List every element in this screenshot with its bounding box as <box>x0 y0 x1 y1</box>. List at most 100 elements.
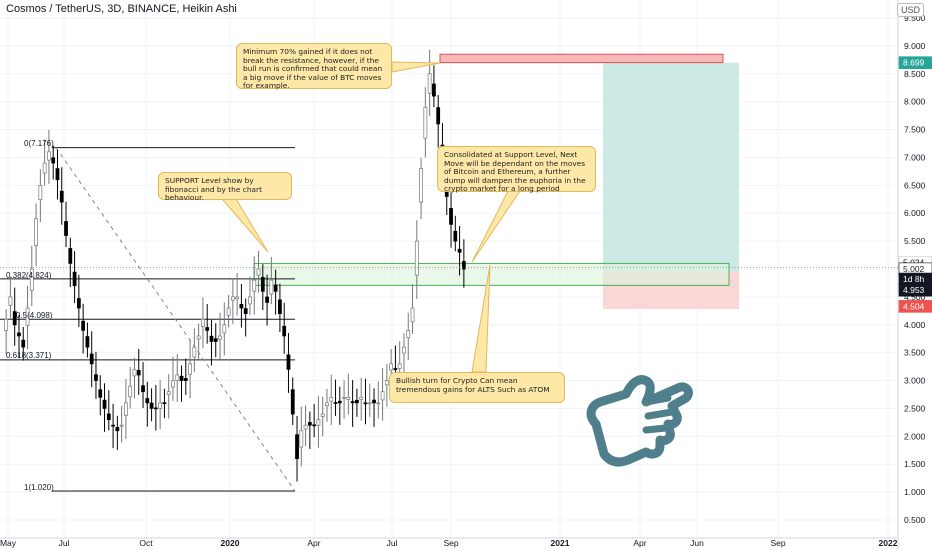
currency-button[interactable]: USD <box>896 3 924 17</box>
candle-bear <box>363 402 368 405</box>
candle-bull <box>158 402 163 409</box>
resistance-note[interactable]: Minimum 70% gained if it does not break … <box>236 43 392 90</box>
x-tick-label: May <box>0 538 17 548</box>
candle-bull <box>256 268 261 276</box>
last-price-tag-text: 5.002 <box>903 264 925 274</box>
candle-bear <box>457 248 462 253</box>
candle-bear <box>432 83 436 97</box>
candle-bear <box>162 402 167 405</box>
y-tick-label: 4.500 <box>904 292 926 302</box>
fib-label-0: 0(7.176) <box>24 139 54 148</box>
target-price-tag-bg <box>898 56 932 69</box>
y-tick-label: 4.000 <box>904 320 926 330</box>
chart-title: Cosmos / TetherUS, 3D, BINANCE, Heikin A… <box>6 3 237 15</box>
candle-bull <box>4 318 9 331</box>
x-tick-label: 2020 <box>221 538 240 548</box>
position-zones <box>253 53 739 309</box>
candle-bull <box>346 396 351 400</box>
candle-bull <box>359 396 364 400</box>
candle-bull <box>192 346 197 358</box>
candle-bull <box>325 402 329 407</box>
consolidation-note[interactable]: Consolidated at Support Level, Next Move… <box>437 146 596 194</box>
stop-price-tag: 4.504 <box>898 300 932 313</box>
candle-bear <box>286 354 291 370</box>
candle-bull <box>119 424 124 427</box>
x-tick-label: Apr <box>307 538 320 548</box>
fib-label-1: 1(1.020) <box>24 483 54 492</box>
y-tick-label: 3.500 <box>904 348 926 358</box>
y-tick-label: 9.500 <box>904 13 926 23</box>
support-note[interactable]: SUPPORT Level show by fibonacci and by t… <box>158 172 292 202</box>
candle-bull <box>188 363 192 375</box>
candle-bear <box>436 107 441 125</box>
candle-bull <box>25 307 30 326</box>
candle-bear <box>333 402 338 404</box>
candle-bear <box>312 424 317 427</box>
candle-bull <box>230 296 235 301</box>
candle-bear <box>243 308 248 314</box>
y-tick-label: 5.500 <box>904 236 926 246</box>
candle-bull <box>406 330 411 338</box>
entry-price-tag: 4.953 <box>898 283 932 297</box>
candle-bull <box>299 430 304 448</box>
candle-bear <box>59 190 64 203</box>
consolidation-note-pointer <box>471 190 521 263</box>
resistance-note-pointer <box>391 61 441 73</box>
stop-price-tag-bg <box>898 300 932 313</box>
candle-bear <box>295 434 299 459</box>
candle-bull <box>269 279 274 295</box>
y-tick-label: 0.500 <box>904 515 926 525</box>
candle-bull <box>320 413 325 417</box>
candle-bear <box>141 385 145 393</box>
candle-bear <box>179 375 184 381</box>
bullish-note[interactable]: Bullish turn for Crypto Can mean tremend… <box>389 372 565 403</box>
y-tick-label: 8.500 <box>904 69 926 79</box>
x-tick-label: Oct <box>139 538 153 548</box>
candle-bear <box>355 399 359 404</box>
x-tick-label: 2022 <box>879 538 898 548</box>
x-tick-label: Sep <box>770 538 785 548</box>
fib-label-05: 0.5(4.098) <box>16 311 53 320</box>
consolidation-note-text: Consolidated at Support Level, Next Move… <box>444 150 586 194</box>
x-tick-label: Jul <box>387 538 398 548</box>
candle-bear <box>72 271 77 287</box>
y-tick-label: 3.000 <box>904 376 926 386</box>
candle-bull <box>316 419 321 426</box>
candle-bull <box>196 335 201 340</box>
y-tick-label: 6.000 <box>904 208 926 218</box>
candle-bear <box>307 422 312 426</box>
candle-bull <box>414 240 419 276</box>
candle-bear <box>81 320 86 331</box>
candle-bull <box>384 380 389 386</box>
candle-bull <box>128 385 133 398</box>
x-axis: May Jul Oct 2020 Apr Jul Sep 2021 Apr Jun Sep 2022 <box>0 538 898 548</box>
candle-bull <box>222 324 227 334</box>
candle-bear <box>149 402 154 409</box>
y-tick-label: 6.500 <box>904 180 926 190</box>
y-tick-label: 8.000 <box>904 97 926 107</box>
candle-bear <box>183 378 188 381</box>
candle-bear <box>76 298 81 309</box>
x-tick-label: Jul <box>59 538 70 548</box>
candle-bull <box>252 279 257 292</box>
candle-bull <box>218 335 222 340</box>
candle-bull <box>303 424 308 430</box>
y-tick-label: 7.500 <box>904 125 926 135</box>
candle-bear <box>213 338 218 342</box>
candle-bull <box>397 363 402 369</box>
target-price-tag-text: 8.699 <box>903 58 925 68</box>
candle-bear <box>98 389 103 398</box>
candle-bear <box>393 368 398 370</box>
support-box <box>253 262 730 286</box>
entry-price-tag-bg <box>898 283 932 297</box>
x-tick-label: Apr <box>633 538 646 548</box>
y-tick-label: 2.000 <box>904 431 926 441</box>
target-price-tag: 8.699 <box>898 56 932 69</box>
candle-bear <box>94 374 98 381</box>
entry-price-tag-text: 4.953 <box>903 285 925 295</box>
candle-bear <box>153 407 158 410</box>
bullish-note-text: Bullish turn for Crypto Can mean tremend… <box>396 376 550 394</box>
x-tick-label: Sep <box>443 538 458 548</box>
